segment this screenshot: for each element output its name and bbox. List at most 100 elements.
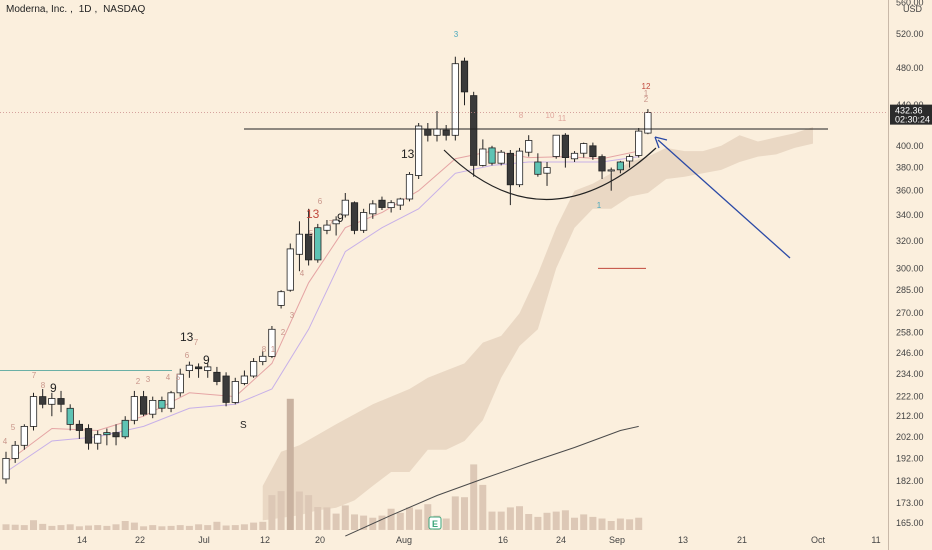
- countdown-13-label: 13: [401, 147, 415, 161]
- candle: [424, 123, 432, 142]
- volume-bar: [250, 522, 258, 530]
- price-tick-label: 380.00: [896, 163, 924, 173]
- candle: [405, 172, 414, 202]
- candle: [130, 390, 138, 425]
- candle: [75, 420, 83, 439]
- price-tick-label: 192.00: [896, 453, 924, 463]
- candle: [552, 134, 560, 159]
- candle-body: [277, 291, 285, 306]
- volume-bar: [11, 524, 19, 530]
- volume-bar: [406, 507, 413, 530]
- sequential-number: 1: [597, 201, 602, 210]
- earnings-badge: [428, 516, 442, 530]
- price-tick-label: 246.00: [896, 348, 924, 358]
- setup-9-label: 9: [50, 381, 57, 395]
- price-tick-label: 340.00: [896, 210, 924, 220]
- volume-bar: [378, 515, 386, 530]
- candle-body: [121, 419, 129, 438]
- candle: [20, 424, 28, 450]
- candle: [259, 351, 267, 366]
- sequential-number: 8: [262, 345, 267, 354]
- volume-bar: [525, 514, 533, 530]
- volume-bar: [571, 517, 578, 530]
- volume-bar: [158, 526, 166, 530]
- volume-bar: [103, 525, 111, 530]
- candle-body: [130, 396, 138, 421]
- volume-bar: [561, 510, 569, 530]
- candle-body: [48, 398, 56, 405]
- candle-body: [488, 147, 496, 164]
- volume-bar: [415, 509, 423, 530]
- sequential-number: 12: [642, 82, 651, 91]
- interval-label: 1D: [78, 4, 92, 15]
- countdown-13-label: 13: [306, 207, 320, 221]
- time-tick-label: Aug: [396, 535, 412, 545]
- candle: [94, 430, 102, 450]
- price-tick-label: 285.00: [896, 285, 924, 295]
- candle-body: [561, 134, 570, 158]
- sequential-number: 1: [271, 345, 276, 354]
- candle-body: [341, 199, 349, 216]
- volume-bar: [231, 525, 239, 530]
- sequential-number: 6: [318, 197, 323, 206]
- candle-body: [167, 392, 175, 409]
- ma-line-slow: [345, 425, 639, 537]
- candle: [350, 201, 359, 235]
- candle-body: [616, 161, 625, 171]
- volume-bar: [351, 514, 358, 530]
- volume-bar: [112, 524, 120, 530]
- bar-countdown: 02:30:24: [895, 115, 930, 125]
- volume-bar: [268, 495, 276, 530]
- ma-line-mid: [5, 156, 639, 473]
- sequential-number: 5: [309, 229, 314, 238]
- candle-body: [580, 143, 588, 154]
- sequential-number: 8: [41, 381, 46, 390]
- candle-body: [112, 432, 120, 438]
- volume-bar: [140, 526, 148, 530]
- candle: [149, 396, 157, 419]
- arrow-head: [654, 136, 668, 149]
- time-axis: 14 22 Jul 12 20 Aug 16 24 Sep 13 21 Oct 11: [77, 535, 881, 545]
- sequential-number: 2: [281, 328, 286, 337]
- setup-9-label: 9: [337, 211, 344, 225]
- volume-bar: [48, 525, 56, 530]
- candle-body: [387, 202, 395, 208]
- candle-body: [323, 224, 331, 231]
- sequential-number: 5: [11, 423, 16, 432]
- candle: [240, 370, 248, 386]
- candle: [39, 389, 47, 409]
- volume-bar: [66, 524, 74, 530]
- candle-body: [84, 428, 93, 444]
- candle: [204, 363, 212, 378]
- volume-bar: [396, 512, 404, 530]
- candle: [414, 123, 423, 179]
- volume-bar: [259, 521, 267, 530]
- candle: [607, 167, 615, 191]
- candle: [497, 150, 505, 166]
- candle: [396, 197, 404, 210]
- sequential-number: 3: [146, 375, 151, 384]
- candle-body: [249, 361, 258, 377]
- candle-body: [635, 130, 643, 156]
- volume-bar: [176, 525, 184, 530]
- candle: [295, 221, 304, 272]
- ichimoku-cloud: [262, 127, 813, 521]
- candle-body: [424, 128, 432, 136]
- price-tick-label: 173.00: [896, 498, 924, 508]
- candle: [341, 193, 349, 218]
- volume-bars: [2, 398, 643, 530]
- sequential-number: 7: [32, 371, 37, 380]
- candle-body: [405, 173, 414, 200]
- candle-body: [185, 364, 193, 372]
- candle-body: [470, 95, 478, 166]
- price-tick-label: 202.00: [896, 432, 924, 442]
- candle-body: [515, 150, 524, 186]
- candle-body: [378, 199, 386, 208]
- sequential-number: 5: [176, 373, 181, 382]
- candle: [57, 390, 65, 413]
- arrow-shaft: [657, 139, 791, 259]
- candle-body: [534, 161, 542, 175]
